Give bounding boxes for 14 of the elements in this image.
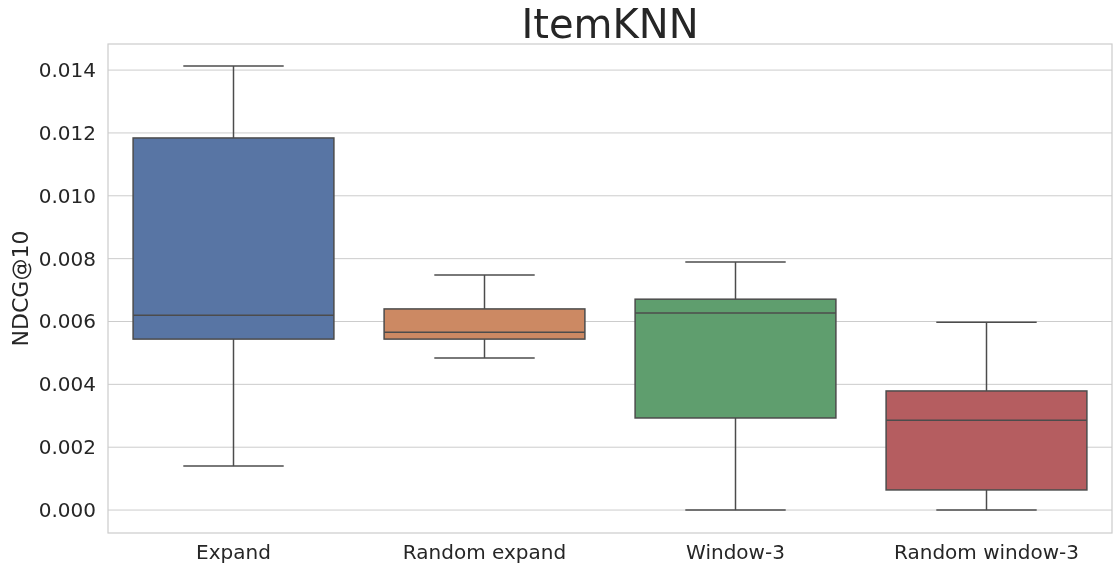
- x-tick-label: Random window-3: [894, 540, 1079, 564]
- x-tick-label: Window-3: [686, 540, 785, 564]
- y-tick-label: 0.002: [38, 435, 96, 460]
- y-tick-label: 0.006: [38, 309, 96, 334]
- x-tick-label: Random expand: [402, 540, 567, 564]
- y-tick-label: 0.010: [38, 183, 96, 208]
- chart-title: ItemKNN: [521, 1, 699, 47]
- y-tick-label: 0.004: [38, 372, 96, 397]
- y-axis-title: NDCG@10: [8, 230, 33, 347]
- x-tick-label: Expand: [196, 540, 271, 564]
- y-tick-label: 0.008: [38, 246, 96, 271]
- y-tick-label: 0.014: [38, 58, 96, 83]
- y-tick-label: 0.012: [38, 120, 96, 145]
- y-tick-label: 0.000: [38, 498, 96, 523]
